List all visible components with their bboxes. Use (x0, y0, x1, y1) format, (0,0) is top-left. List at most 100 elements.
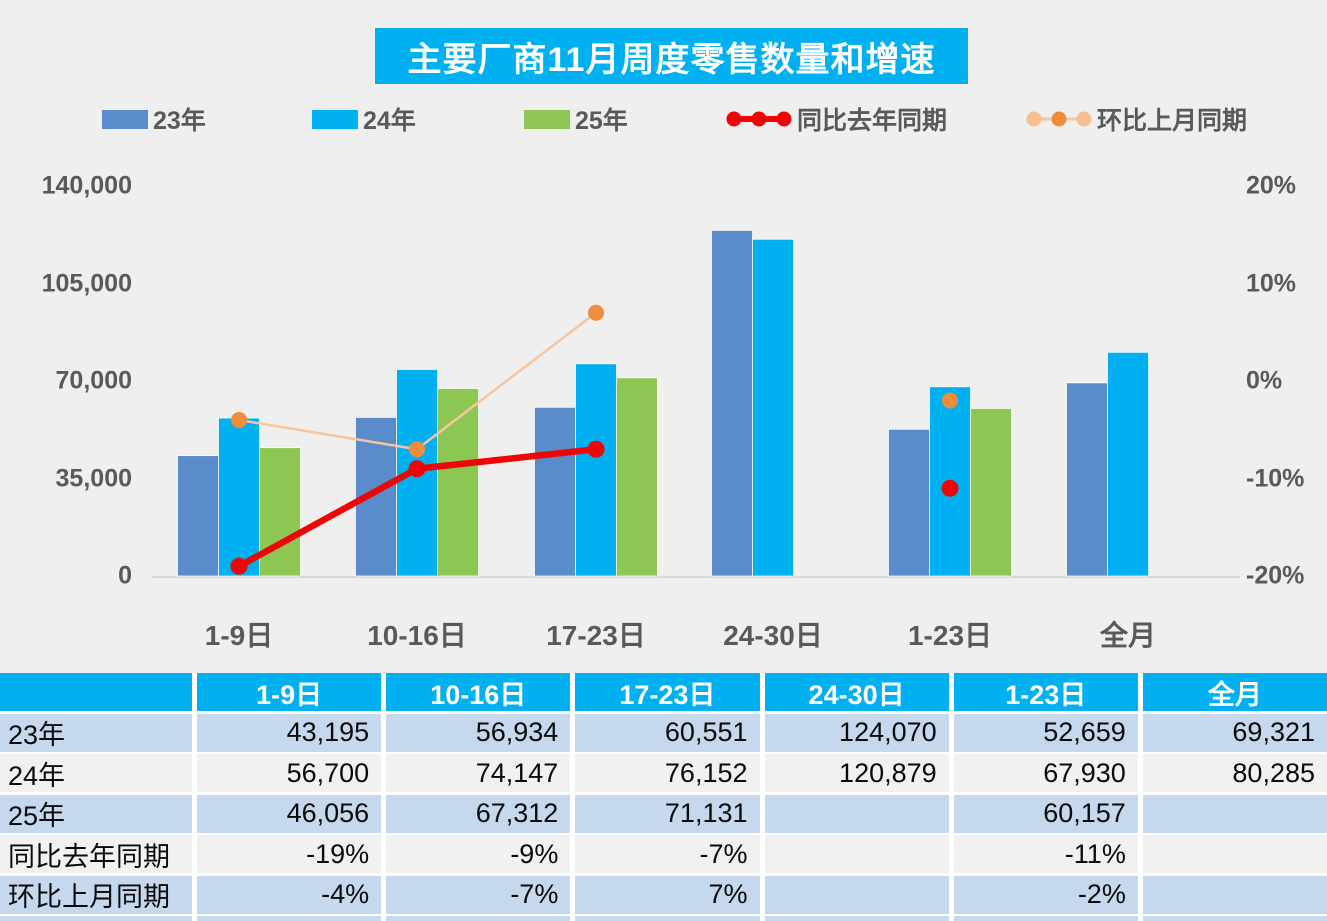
table-row-label: 环比上月同期 (0, 875, 192, 914)
line-同比去年同期 (230, 440, 959, 575)
table-cell: 7% (575, 875, 760, 914)
data-table: 1-9日 10-16日 17-23日 24-30日 1-23日 全月 23年 43,195 56… (0, 673, 1327, 921)
bar-24年-全月 (1107, 351, 1149, 577)
x-axis-category: 1-23日 (907, 620, 993, 651)
x-axis-category: 全月 (1099, 620, 1156, 651)
point-同比去年同期-1-23日 (941, 479, 959, 497)
table-row-label: 同比去年同期 (0, 835, 192, 873)
table-cell: 69,321 (1142, 713, 1327, 752)
table-row-label: 25年 (0, 794, 192, 833)
table-cell: 43,195 (197, 713, 382, 752)
table-header-cell: 全月 (1142, 673, 1327, 711)
table-cell: 124,070 (764, 713, 949, 752)
legend-swatch-icon (524, 109, 570, 129)
table-cell: 76,152 (575, 754, 760, 792)
x-axis-category: 17-23日 (546, 620, 646, 651)
table-cell: 56,934 (386, 713, 571, 752)
legend-item-23年: 23年 (102, 102, 206, 136)
table-clipped-row-cell (953, 916, 1138, 921)
table-cell: 120,879 (764, 754, 949, 792)
chart-legend: 23年 24年 25年 同比去年同期 环比上月同期 (0, 102, 1327, 136)
bar-24年-1-9日 (218, 417, 260, 577)
bars-group (177, 230, 1149, 577)
table-cell: 60,551 (575, 713, 760, 752)
bar-23年-全月 (1066, 382, 1108, 577)
y-axis-tick-right: -20% (1246, 561, 1305, 590)
table-cell: -4% (197, 875, 382, 914)
table-clipped-row-cell (575, 916, 760, 921)
legend-label: 25年 (575, 107, 628, 135)
legend-label: 同比去年同期 (797, 107, 948, 135)
legend-item-同比去年同期: 同比去年同期 (726, 102, 947, 136)
table-clipped-row-cell (1142, 916, 1327, 921)
table-cell (764, 794, 949, 833)
point-环比上月同期-1-9日 (231, 412, 247, 428)
legend-label: 环比上月同期 (1097, 107, 1248, 135)
bar-24年-17-23日 (575, 363, 617, 577)
bar-23年-1-9日 (177, 455, 219, 577)
point-同比去年同期-10-16日 (408, 460, 426, 478)
table-cell: 56,700 (197, 754, 382, 792)
table-cell: 67,930 (953, 754, 1138, 792)
bar-23年-24-30日 (711, 230, 753, 577)
table-header-cell: 10-16日 (386, 673, 571, 711)
legend-line-icon (726, 111, 792, 127)
table-header-cell: 24-30日 (764, 673, 949, 711)
y-axis-tick-left: 140,000 (41, 171, 132, 200)
legend-swatch-icon (312, 109, 358, 129)
y-axis-tick-left: 0 (118, 561, 132, 590)
table-header-cell: 1-9日 (197, 673, 382, 711)
table-cell: -2% (953, 875, 1138, 914)
table-clipped-row-cell (197, 916, 382, 921)
table-cell: 60,157 (953, 794, 1138, 833)
table-cell: 67,312 (386, 794, 571, 833)
point-环比上月同期-10-16日 (409, 441, 425, 458)
chart-title: 主要厂商11月周度零售数量和增速 (375, 28, 968, 84)
y-axis-tick-right: 0% (1246, 366, 1283, 395)
point-环比上月同期-1-23日 (942, 392, 958, 409)
x-axis-category: 24-30日 (723, 620, 823, 651)
legend-line-icon (1026, 111, 1092, 127)
table-header-cell: 17-23日 (575, 673, 760, 711)
table-cell: 80,285 (1142, 754, 1327, 792)
table-header-cell: 1-23日 (953, 673, 1138, 711)
table-cell: 74,147 (386, 754, 571, 792)
y-axis-tick-right: -10% (1246, 464, 1305, 492)
legend-item-环比上月同期: 环比上月同期 (1026, 102, 1247, 136)
table-cell: -19% (197, 835, 382, 873)
bar-25年-10-16日 (437, 388, 479, 577)
table-cell (1142, 794, 1327, 833)
legend-swatch-icon (102, 109, 148, 129)
table-cell: 52,659 (953, 713, 1138, 752)
table-cell: 46,056 (197, 794, 382, 833)
table-clipped-row-cell (386, 916, 571, 921)
y-axis-tick-right: 20% (1246, 171, 1297, 200)
table-clipped-row-cell (0, 916, 192, 921)
x-axis-category: 10-16日 (367, 620, 467, 651)
point-同比去年同期-1-9日 (230, 557, 248, 575)
y-axis-tick-left: 105,000 (41, 269, 132, 297)
table-row-label: 24年 (0, 754, 192, 792)
point-同比去年同期-17-23日 (587, 440, 605, 458)
y-axis-tick-left: 35,000 (55, 464, 132, 492)
bar-25年-17-23日 (616, 377, 658, 577)
table-clipped-row-cell (764, 916, 949, 921)
table-cell (1142, 835, 1327, 873)
bar-24年-24-30日 (752, 238, 794, 577)
chart: 主要厂商11月周度零售数量和增速 23年 24年 25年 同比去年同期 环比上月同期 1… (0, 28, 1327, 651)
table-cell: -9% (386, 835, 571, 873)
legend-label: 24年 (363, 107, 416, 135)
bar-23年-1-23日 (888, 428, 930, 577)
legend-item-25年: 25年 (524, 102, 628, 136)
y-axis-tick-left: 70,000 (55, 366, 132, 395)
table-cell (1142, 875, 1327, 914)
bar-25年-1-23日 (970, 408, 1012, 577)
table-header-cell (0, 673, 192, 711)
table-cell: -11% (953, 835, 1138, 873)
x-axis-category: 1-9日 (204, 620, 274, 651)
table-cell (764, 875, 949, 914)
table-cell: -7% (575, 835, 760, 873)
chart-plot (152, 230, 1240, 578)
bar-25年-1-9日 (259, 447, 301, 577)
line-环比上月同期 (231, 304, 958, 458)
